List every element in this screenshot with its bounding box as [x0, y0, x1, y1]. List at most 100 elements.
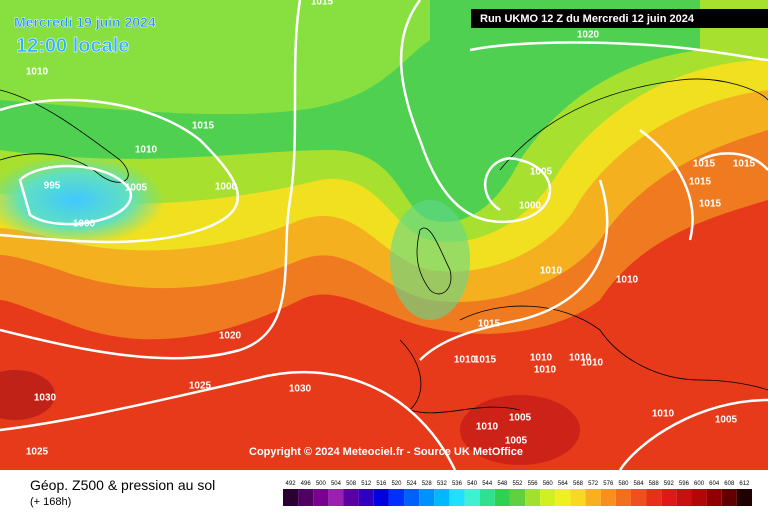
scale-swatch [343, 489, 359, 506]
isobar-label: 1000 [215, 182, 238, 193]
scale-swatch [509, 489, 526, 506]
isobar-label: 1015 [733, 159, 756, 170]
scale-swatch [494, 489, 510, 506]
scale-label: 512 [361, 481, 372, 487]
scale-label: 604 [709, 481, 720, 487]
isobar-label: 1030 [289, 384, 312, 395]
isobar-label: 1010 [616, 275, 639, 286]
scale-swatch [525, 489, 541, 506]
scale-swatch [630, 489, 647, 506]
scale-swatch [540, 489, 556, 506]
scale-label: 568 [573, 481, 584, 487]
scale-label: 504 [331, 481, 342, 487]
scale-label: 612 [739, 481, 750, 487]
isobar-label: 1010 [454, 355, 477, 366]
scale-label: 592 [664, 481, 675, 487]
isobar-label: 1015 [693, 159, 716, 170]
scale-swatch [706, 489, 722, 506]
isobar-label: 995 [44, 181, 61, 192]
isobar-label: 1005 [505, 436, 528, 447]
scale-label: 548 [497, 481, 508, 487]
isobar-label: 1010 [26, 67, 49, 78]
isobar-label: 1015 [474, 355, 497, 366]
scale-swatch [661, 489, 677, 506]
isobar-label: 1030 [34, 393, 57, 404]
scale-swatch [404, 489, 420, 506]
isobar-label: 1005 [715, 415, 738, 426]
isobar-label: 1020 [577, 30, 600, 41]
scale-label: 572 [588, 481, 599, 487]
isobar-label: 1025 [189, 381, 212, 392]
scale-label: 528 [422, 481, 433, 487]
copyright: Copyright © 2024 Meteociel.fr - Source U… [249, 446, 523, 458]
isobar-label: 1010 [135, 145, 158, 156]
isobar-label: 1010 [569, 353, 592, 364]
isobar-label: 1010 [581, 358, 604, 369]
scale-label: 516 [376, 481, 387, 487]
scale-label: 540 [467, 481, 478, 487]
scale-swatch [555, 489, 571, 506]
isobar-label: 1010 [652, 409, 675, 420]
scale-label: 608 [724, 481, 735, 487]
isobar-label: 1000 [73, 219, 96, 230]
scale-label: 532 [437, 481, 448, 487]
scale-label: 600 [694, 481, 705, 487]
isobar-label: 1000 [519, 201, 542, 212]
isobar-label: 1015 [311, 0, 334, 8]
scale-swatch [449, 489, 465, 506]
isobar-label: 1010 [534, 365, 557, 376]
scale-swatch [600, 489, 616, 506]
scale-label: 524 [407, 481, 418, 487]
scale-label: 576 [603, 481, 614, 487]
forecast-time: 12:00 locale [16, 35, 129, 57]
scale-swatch [328, 489, 344, 506]
scale-swatch [691, 489, 707, 506]
lead-time: (+ 168h) [30, 496, 71, 508]
isobar-label: 1010 [530, 353, 553, 364]
scale-label: 552 [512, 481, 523, 487]
isobar-label: 1015 [699, 199, 722, 210]
isobar-label: 1005 [530, 167, 553, 178]
scale-swatch [721, 489, 737, 506]
scale-swatch [676, 489, 692, 506]
scale-swatch [358, 489, 374, 506]
scale-label: 496 [301, 481, 312, 487]
map-background [0, 0, 768, 470]
isobar-label: 1005 [125, 183, 148, 194]
scale-swatch [464, 489, 480, 506]
isobar-label: 1005 [509, 413, 532, 424]
isobar-label: 1010 [476, 422, 499, 433]
isobar-label: 1025 [26, 447, 49, 458]
scale-label: 584 [634, 481, 645, 487]
scale-swatch [646, 489, 662, 506]
run-banner [471, 9, 768, 28]
scale-label: 508 [346, 481, 357, 487]
isobar-label: 1015 [689, 177, 712, 188]
legend-title: Géop. Z500 & pression au sol [30, 477, 215, 493]
scale-label: 588 [649, 481, 660, 487]
scale-label: 560 [543, 481, 554, 487]
isobar-label: 1015 [478, 319, 501, 330]
scale-label: 596 [679, 481, 690, 487]
isobar-lines [0, 0, 768, 361]
scale-swatch [736, 489, 752, 506]
scale-swatch [298, 489, 314, 506]
scale-swatch [585, 489, 601, 506]
scale-label: 500 [316, 481, 327, 487]
scale-swatch [479, 489, 495, 506]
scale-swatch [434, 489, 450, 506]
scale-label: 492 [286, 481, 297, 487]
scale-swatch [373, 489, 389, 506]
scale-swatch [419, 489, 435, 506]
scale-swatch [615, 489, 631, 506]
run-info: Run UKMO 12 Z du Mercredi 12 juin 2024 [480, 13, 695, 25]
scale-swatch [570, 489, 586, 506]
scale-label: 580 [618, 481, 629, 487]
isobar-label: 1015 [192, 121, 215, 132]
scale-swatch [283, 489, 299, 506]
scale-label: 536 [452, 481, 463, 487]
scale-swatch [388, 489, 405, 506]
scale-label: 520 [391, 481, 402, 487]
forecast-date: Mercredi 19 juin 2024 [14, 14, 156, 30]
